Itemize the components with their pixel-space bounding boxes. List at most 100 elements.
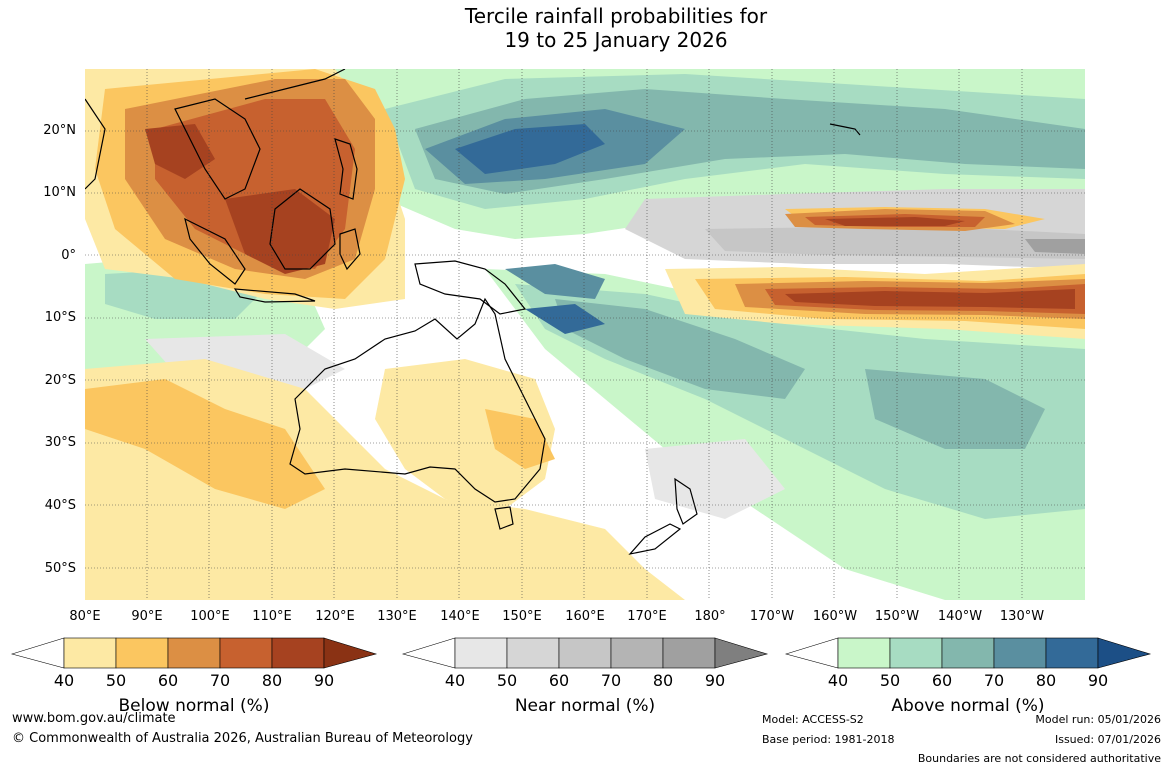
legend-above-label: Above normal (%): [891, 696, 1045, 716]
legend-tick: 50: [879, 671, 901, 690]
new-zealand-south-coast: [628, 523, 682, 555]
lon-label: 180°: [694, 609, 726, 624]
lon-label: 140°E: [440, 609, 480, 624]
philippines-coast: [334, 138, 358, 200]
hawaii-islands: [829, 123, 861, 136]
china-coast: [244, 69, 346, 100]
borneo-coast: [269, 188, 336, 270]
below-80-pacific-south: [785, 289, 1075, 309]
legend-below-label: Below normal (%): [118, 696, 270, 716]
lon-label: 130°W: [999, 609, 1045, 624]
lon-label: 150°E: [502, 609, 542, 624]
lon-label: 170°E: [627, 609, 667, 624]
legend-swatch: [401, 637, 456, 669]
website-link[interactable]: www.bom.gov.au/climate: [12, 711, 176, 726]
legend-swatch: [454, 637, 508, 669]
australia-coast: [289, 297, 546, 503]
lon-label: 100°E: [190, 609, 230, 624]
map-title: Tercile rainfall probabilities for 19 to…: [0, 4, 1173, 52]
legend-tick: 40: [444, 671, 466, 690]
model-run-date: Model run: 05/01/2026: [1035, 713, 1161, 726]
legend-swatch: [506, 637, 560, 669]
below-80-bay-of-bengal: [145, 124, 215, 179]
lon-label: 90°E: [131, 609, 163, 624]
below-40-australia: [375, 359, 555, 509]
lon-label: 140°W: [937, 609, 983, 624]
rainfall-probability-map: [85, 69, 1085, 600]
legend-swatch: [167, 637, 221, 669]
lon-label: 160°W: [812, 609, 858, 624]
above-60-coral-sea: [555, 299, 805, 399]
new-guinea-coast: [414, 260, 527, 315]
legend-swatch: [889, 637, 943, 669]
legend-swatch: [610, 637, 664, 669]
lon-label: 80°E: [69, 609, 101, 624]
below-80-borneo: [225, 189, 335, 274]
below-normal-shading: [85, 69, 1085, 600]
legend-tick: 80: [261, 671, 283, 690]
lat-label: 40°S: [44, 498, 76, 513]
java-coast: [233, 288, 316, 303]
legend-swatch: [993, 637, 1047, 669]
near-60-equatorial-band: [705, 227, 1085, 259]
legend-near-label: Near normal (%): [514, 696, 656, 716]
legend-above-normal: 40 50 60 70 80 90 Above normal (%): [784, 636, 1152, 716]
above-80-philippine-sea: [455, 124, 605, 174]
lat-label: 20°S: [44, 373, 76, 388]
legend-tick: 70: [209, 671, 231, 690]
legend-tick: 80: [1035, 671, 1057, 690]
lon-label: 170°W: [749, 609, 795, 624]
boundaries-disclaimer: Boundaries are not considered authoritat…: [917, 752, 1161, 765]
legend-swatch: [784, 637, 839, 669]
legend-swatch: [115, 637, 169, 669]
legend-tick: 90: [313, 671, 335, 690]
lon-label: 160°E: [565, 609, 605, 624]
title-line-1: Tercile rainfall probabilities for: [464, 4, 768, 28]
lat-label: 10°S: [44, 310, 76, 325]
above-60-central-pacific: [865, 369, 1045, 449]
lat-label: 30°S: [44, 435, 76, 450]
lat-label: 10°N: [43, 185, 76, 200]
near-50-tasman: [645, 439, 785, 519]
legend-below-normal: 40 50 60 70 80 90 Below normal (%): [10, 636, 378, 716]
legend-swatch: [63, 637, 117, 669]
legend-tick: 60: [548, 671, 570, 690]
lat-label: 0°: [61, 248, 76, 263]
legend-tick: 80: [652, 671, 674, 690]
lon-label: 110°E: [252, 609, 292, 624]
legend-near-colorbar: [401, 637, 769, 669]
near-70-equatorial: [1025, 239, 1085, 254]
lon-label: 130°E: [377, 609, 417, 624]
legend-tick: 50: [496, 671, 518, 690]
legend-swatch: [219, 637, 273, 669]
legend-above-colorbar: [784, 637, 1152, 669]
legend-near-normal: 40 50 60 70 80 90 Near normal (%): [401, 636, 769, 716]
legend-tick: 90: [1087, 671, 1109, 690]
sulawesi-coast: [339, 228, 361, 271]
legend-swatch: [271, 637, 325, 669]
legend-swatch: [714, 637, 769, 669]
legend-swatch: [1045, 637, 1099, 669]
legend-swatch: [1097, 637, 1152, 669]
legend-swatch: [10, 637, 65, 669]
legend-swatch: [558, 637, 612, 669]
lat-label: 20°N: [43, 123, 76, 138]
copyright-text: © Commonwealth of Australia 2026, Austra…: [12, 731, 473, 746]
lat-label: 50°S: [44, 561, 76, 576]
india-coast: [85, 98, 106, 190]
below-50-indian-south: [85, 379, 325, 509]
above-80-solomon: [525, 304, 605, 334]
legend-below-colorbar: [10, 637, 378, 669]
base-period: Base period: 1981-2018: [762, 733, 895, 746]
below-80-pacific-north: [825, 217, 965, 226]
sumatra-coast: [184, 217, 246, 285]
new-zealand-north-coast: [674, 477, 698, 525]
legend-swatch: [323, 637, 378, 669]
legend-tick: 50: [105, 671, 127, 690]
legend-tick: 60: [931, 671, 953, 690]
lon-label: 120°E: [315, 609, 355, 624]
legend-swatch: [662, 637, 716, 669]
indochina-coast: [174, 98, 261, 200]
coastlines: [85, 69, 861, 555]
title-line-2: 19 to 25 January 2026: [504, 28, 728, 52]
